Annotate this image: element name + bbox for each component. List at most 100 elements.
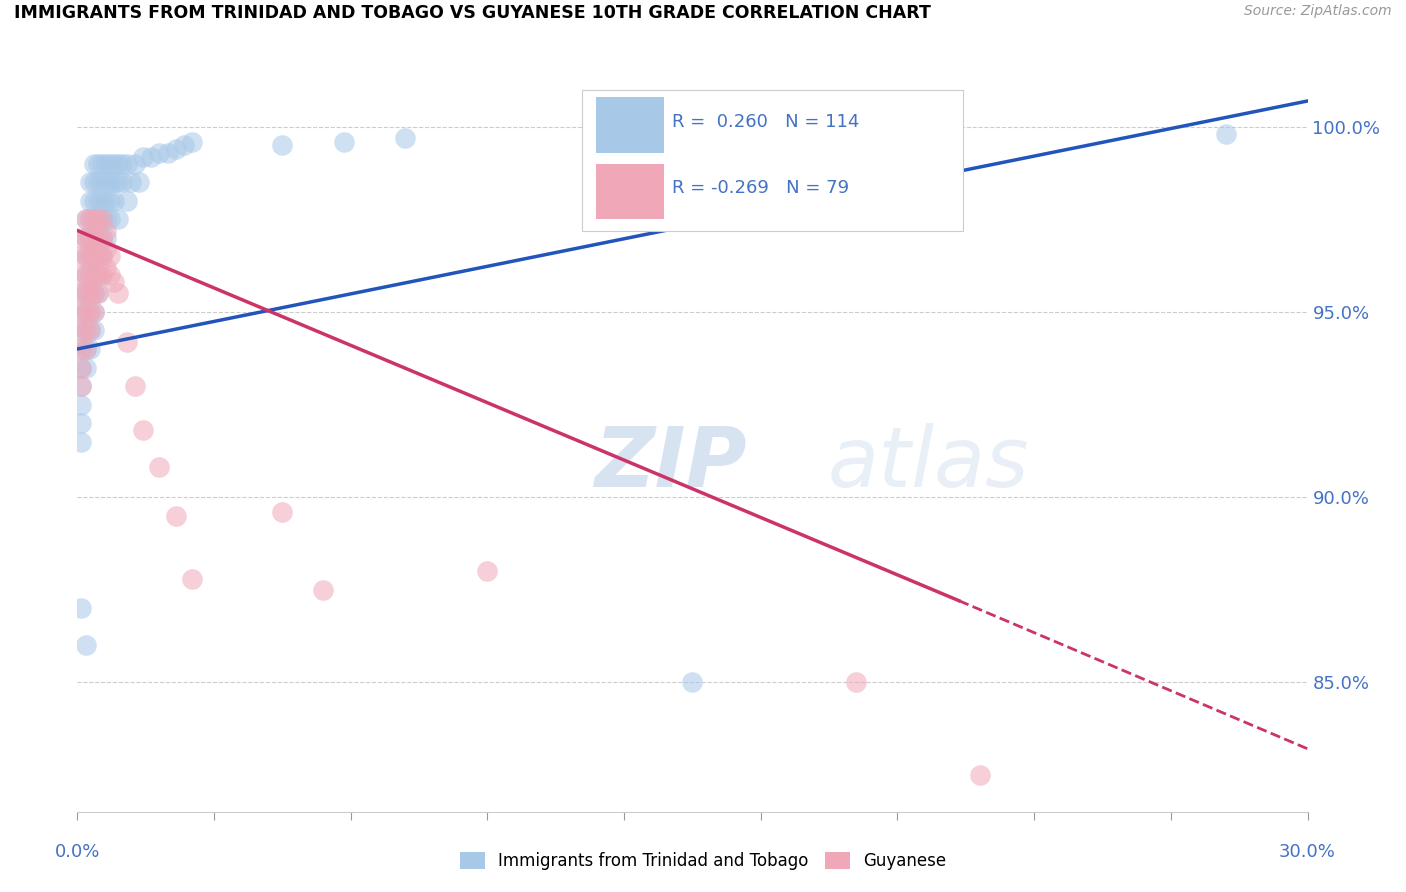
Point <box>148 460 170 475</box>
Point <box>75 305 97 319</box>
Text: 30.0%: 30.0% <box>1279 843 1336 861</box>
Point <box>79 175 101 189</box>
Point <box>87 249 110 263</box>
Point <box>79 305 101 319</box>
Point <box>83 305 105 319</box>
Point <box>1215 128 1237 142</box>
Text: R = -0.269   N = 79: R = -0.269 N = 79 <box>672 179 849 197</box>
Point <box>75 360 97 375</box>
Point <box>845 675 868 690</box>
Point <box>107 175 129 189</box>
Point <box>98 157 121 171</box>
Point <box>75 286 97 301</box>
Point <box>107 212 129 227</box>
Point <box>83 194 105 208</box>
Point <box>94 157 117 171</box>
Point <box>90 212 114 227</box>
Point <box>79 231 101 245</box>
Point <box>107 157 129 171</box>
Point <box>98 194 121 208</box>
Point <box>83 286 105 301</box>
Point <box>75 638 97 652</box>
Point <box>87 268 110 282</box>
FancyBboxPatch shape <box>596 97 664 153</box>
Point <box>83 323 105 337</box>
Point <box>75 342 97 356</box>
Point <box>75 212 97 227</box>
Point <box>70 286 93 301</box>
Point <box>111 157 134 171</box>
Point <box>120 175 142 189</box>
Point <box>70 601 93 615</box>
Point <box>75 342 97 356</box>
Text: atlas: atlas <box>828 423 1029 504</box>
Point <box>271 505 294 519</box>
Point <box>83 249 105 263</box>
Point <box>79 212 101 227</box>
Point <box>79 305 101 319</box>
Point <box>87 286 110 301</box>
Point <box>87 286 110 301</box>
Point <box>94 194 117 208</box>
Point <box>75 323 97 337</box>
Point <box>83 212 105 227</box>
Point <box>181 572 204 586</box>
Point <box>70 360 93 375</box>
Point <box>90 249 114 263</box>
Point <box>83 212 105 227</box>
Point <box>90 231 114 245</box>
Point <box>87 157 110 171</box>
Point <box>103 175 125 189</box>
Point <box>87 194 110 208</box>
Point <box>90 212 114 227</box>
Point <box>70 397 93 411</box>
Point <box>79 268 101 282</box>
Point <box>173 138 195 153</box>
Point <box>79 342 101 356</box>
Point <box>90 175 114 189</box>
Point <box>94 242 117 256</box>
Point <box>90 249 114 263</box>
Point <box>90 194 114 208</box>
Point <box>70 434 93 449</box>
FancyBboxPatch shape <box>582 90 963 230</box>
Point <box>87 268 110 282</box>
Point <box>75 249 97 263</box>
Point <box>98 268 121 282</box>
Point <box>79 323 101 337</box>
Point <box>94 175 117 189</box>
Point <box>477 564 499 578</box>
Point <box>70 342 93 356</box>
Point <box>83 249 105 263</box>
Point <box>969 767 991 781</box>
Point <box>70 249 93 263</box>
Point <box>83 286 105 301</box>
Point <box>83 175 105 189</box>
Point <box>90 231 114 245</box>
Point <box>181 135 204 149</box>
Point <box>103 194 125 208</box>
Point <box>98 249 121 263</box>
Point <box>87 212 110 227</box>
Point <box>115 157 138 171</box>
Point <box>70 305 93 319</box>
Point <box>132 424 155 438</box>
Point <box>312 582 335 597</box>
Point <box>83 268 105 282</box>
Point <box>79 323 101 337</box>
Point <box>90 268 114 282</box>
Text: Source: ZipAtlas.com: Source: ZipAtlas.com <box>1244 4 1392 19</box>
Point <box>75 231 97 245</box>
Point <box>70 323 93 337</box>
Point <box>333 135 356 149</box>
Point <box>98 175 121 189</box>
Point <box>79 231 101 245</box>
Text: 0.0%: 0.0% <box>55 843 100 861</box>
Point <box>87 231 110 245</box>
Point <box>83 268 105 282</box>
Point <box>70 286 93 301</box>
Point <box>94 231 117 245</box>
Point <box>90 157 114 171</box>
Point <box>75 249 97 263</box>
Point <box>124 379 146 393</box>
